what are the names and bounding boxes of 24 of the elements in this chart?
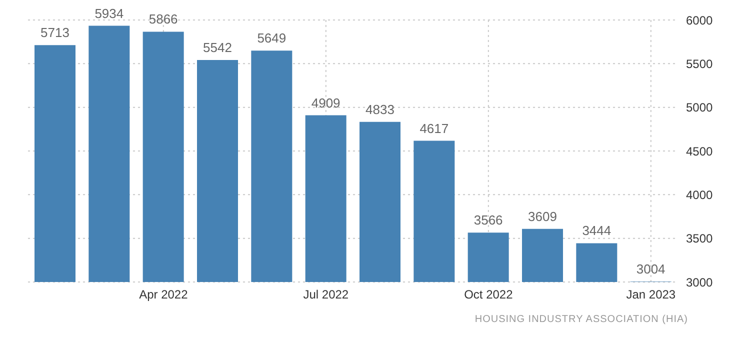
x-tick-label: Oct 2022 — [464, 288, 514, 302]
data-label: 4617 — [420, 120, 449, 136]
data-label: 4833 — [366, 102, 394, 117]
data-label: 3609 — [528, 208, 557, 224]
x-tick-label: Jul 2022 — [303, 288, 349, 302]
data-label: 5542 — [203, 40, 232, 55]
data-label: 5649 — [257, 30, 286, 46]
y-tick-label: 6000 — [686, 13, 714, 28]
data-label: 5713 — [40, 25, 70, 40]
data-label: 4909 — [311, 95, 340, 110]
x-tick-label: Apr 2022 — [139, 288, 188, 302]
y-tick-label: 5500 — [686, 56, 714, 71]
y-tick-label: 4500 — [686, 144, 714, 158]
data-label: 5934 — [94, 6, 124, 21]
data-label: 3004 — [636, 262, 666, 277]
data-label: 3444 — [582, 223, 612, 238]
y-tick-label: 3500 — [686, 232, 714, 246]
data-label: 3566 — [474, 212, 503, 228]
x-tick-label: Jan 2023 — [626, 288, 676, 302]
y-tick-label: 5000 — [686, 100, 714, 115]
y-tick-label: 3000 — [686, 275, 714, 290]
data-label: 5866 — [148, 12, 178, 27]
y-tick-label: 4000 — [686, 188, 714, 202]
text: HOUSING INDUSTRY ASSOCIATION (HIA) — [474, 314, 689, 325]
